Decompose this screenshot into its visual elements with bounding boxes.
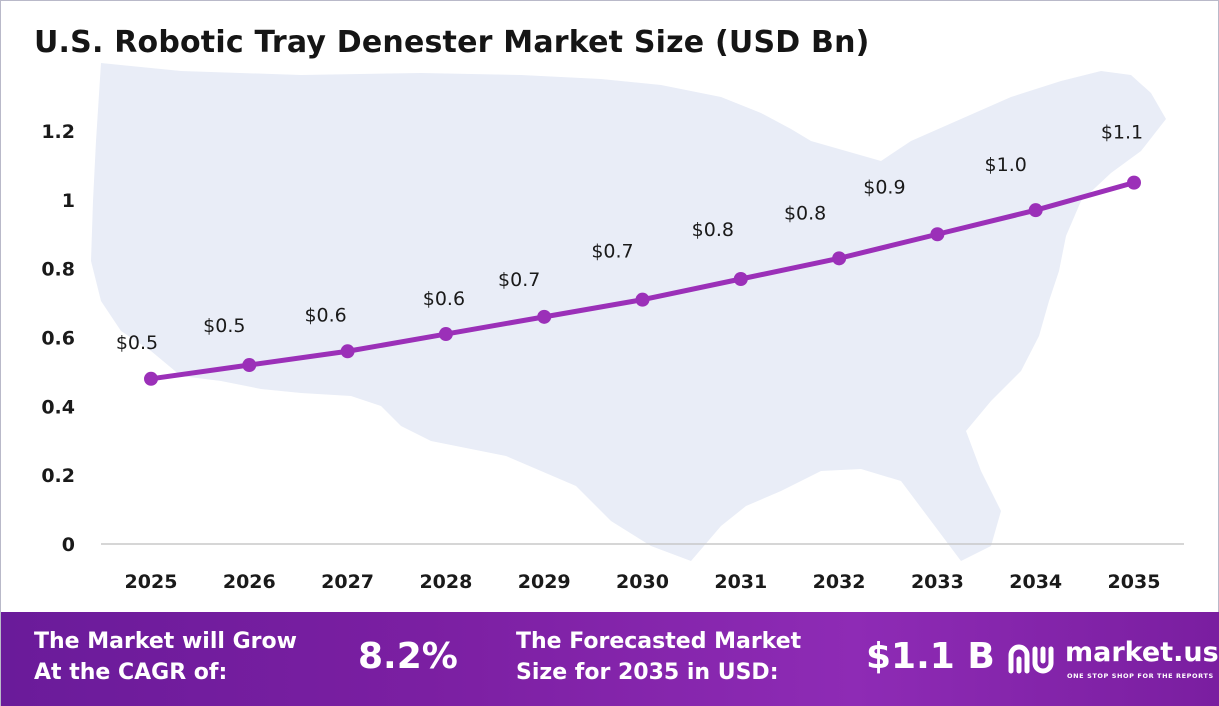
y-tick-label: 1	[62, 190, 75, 212]
market-us-logo-icon[interactable]	[1007, 641, 1059, 677]
x-tick-label: 2029	[518, 571, 571, 593]
y-tick-label: 0	[62, 534, 75, 556]
data-point	[1127, 175, 1141, 190]
y-tick-label: 1.2	[41, 121, 75, 143]
x-tick-label: 2034	[1009, 571, 1062, 593]
data-label: $0.7	[591, 241, 633, 263]
x-tick-label: 2033	[911, 571, 964, 593]
y-tick-label: 0.8	[41, 259, 75, 281]
data-label: $0.9	[863, 176, 905, 198]
x-tick-label: 2030	[616, 571, 669, 593]
logo-tagline: ONE STOP SHOP FOR THE REPORTS	[1067, 672, 1214, 680]
data-point	[635, 292, 650, 307]
y-tick-label: 0.2	[41, 465, 75, 487]
y-tick-label: 0.4	[41, 396, 75, 418]
chart-title: U.S. Robotic Tray Denester Market Size (…	[34, 25, 870, 60]
data-label: $0.8	[692, 219, 734, 241]
data-point	[438, 327, 453, 342]
data-label: $0.7	[498, 269, 540, 291]
data-point	[537, 309, 552, 324]
x-tick-label: 2026	[223, 571, 276, 593]
data-point	[242, 358, 257, 373]
data-label: $0.5	[203, 315, 245, 337]
cagr-value: 8.2%	[358, 636, 458, 677]
y-tick-label: 0.6	[41, 328, 75, 350]
data-point	[832, 251, 847, 266]
data-label: $0.6	[304, 304, 346, 326]
cagr-label-line2: At the CAGR of:	[34, 660, 228, 685]
data-label: $0.6	[423, 288, 465, 310]
data-label: $0.5	[116, 332, 158, 354]
x-tick-label: 2025	[125, 571, 178, 593]
footer-banner: The Market will Grow At the CAGR of: 8.2…	[1, 612, 1219, 706]
us-map-silhouette	[91, 63, 1166, 561]
data-label: $1.0	[985, 154, 1027, 176]
x-tick-label: 2032	[813, 571, 866, 593]
data-point	[1028, 203, 1043, 218]
data-label: $0.8	[784, 202, 826, 224]
forecast-label-line1: The Forecasted Market	[516, 629, 802, 654]
x-tick-label: 2031	[714, 571, 767, 593]
x-tick-label: 2027	[321, 571, 374, 593]
logo-name[interactable]: market.us	[1065, 637, 1219, 668]
cagr-label: The Market will Grow At the CAGR of:	[34, 626, 297, 688]
cagr-label-line1: The Market will Grow	[34, 629, 297, 654]
forecast-value: $1.1 B	[866, 636, 995, 677]
line-chart: 0 0.2 0.4 0.6 0.8 1 1.2 2025 2026 2027 2028 2029 203…	[41, 63, 1184, 593]
x-tick-label: 2028	[419, 571, 472, 593]
data-point	[144, 371, 158, 386]
data-point	[340, 344, 355, 359]
x-tick-label: 2035	[1108, 571, 1161, 593]
forecast-label: The Forecasted Market Size for 2035 in U…	[516, 626, 801, 688]
data-point	[733, 271, 748, 286]
data-label: $1.1	[1101, 122, 1143, 144]
forecast-label-line2: Size for 2035 in USD:	[516, 660, 779, 685]
data-point	[930, 227, 945, 242]
